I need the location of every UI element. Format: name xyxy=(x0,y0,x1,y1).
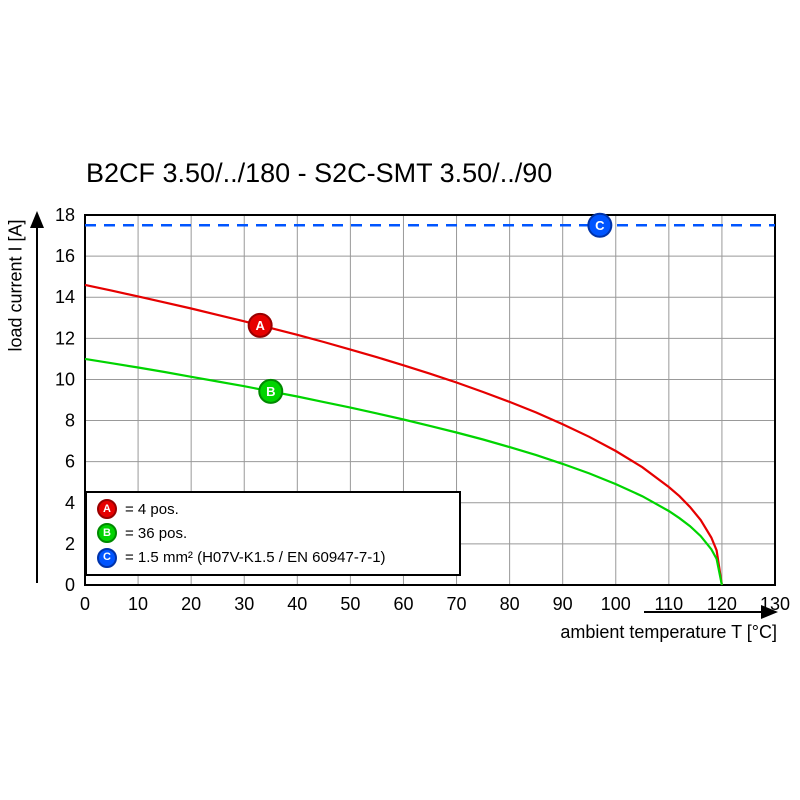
legend-marker-a-icon: A xyxy=(97,499,117,520)
svg-text:18: 18 xyxy=(55,205,75,225)
svg-text:110: 110 xyxy=(654,594,683,614)
legend-item-b: B = 36 pos. xyxy=(97,523,453,544)
x-axis-arrow xyxy=(644,605,778,619)
legend-marker-b-icon: B xyxy=(97,523,117,544)
svg-text:4: 4 xyxy=(65,493,75,513)
svg-text:14: 14 xyxy=(55,287,75,307)
plot-border xyxy=(84,214,776,586)
legend-marker-c-letter: C xyxy=(103,551,111,564)
series-A-marker: A xyxy=(247,312,273,338)
legend-item-a: A = 4 pos. xyxy=(97,499,453,520)
svg-text:0: 0 xyxy=(65,575,75,595)
series-B-curve xyxy=(84,357,723,586)
y-axis-arrow xyxy=(30,211,44,583)
svg-text:80: 80 xyxy=(500,594,520,614)
svg-text:30: 30 xyxy=(234,594,254,614)
legend-label-c: = 1.5 mm² (H07V-K1.5 / EN 60947-7-1) xyxy=(125,549,386,567)
legend-marker-a-letter: A xyxy=(103,502,111,515)
legend-label-a: = 4 pos. xyxy=(125,500,179,518)
svg-text:8: 8 xyxy=(65,411,75,431)
svg-text:10: 10 xyxy=(55,369,75,389)
svg-text:90: 90 xyxy=(553,594,573,614)
y-axis-label: load current I [A] xyxy=(5,219,26,352)
svg-text:120: 120 xyxy=(707,594,737,614)
svg-text:0: 0 xyxy=(80,594,90,614)
svg-text:6: 6 xyxy=(65,452,75,472)
y-tick-labels: 0 2 4 6 8 10 12 14 16 18 xyxy=(55,205,75,595)
svg-text:12: 12 xyxy=(55,328,75,348)
series-C-marker: C xyxy=(587,212,613,238)
svg-text:20: 20 xyxy=(181,594,201,614)
svg-text:2: 2 xyxy=(65,534,75,554)
chart-title: B2CF 3.50/../180 - S2C-SMT 3.50/../90 xyxy=(86,158,553,188)
svg-text:60: 60 xyxy=(393,594,413,614)
x-tick-labels: 0 10 20 30 40 50 60 70 80 90 100 110 120 130 xyxy=(80,594,790,614)
legend-item-c: C = 1.5 mm² (H07V-K1.5 / EN 60947-7-1) xyxy=(97,547,453,568)
svg-text:70: 70 xyxy=(447,594,467,614)
svg-text:16: 16 xyxy=(55,246,75,266)
svg-text:C: C xyxy=(595,218,605,233)
series-B-marker: B xyxy=(258,378,284,404)
svg-text:100: 100 xyxy=(601,594,631,614)
legend-label-b: = 36 pos. xyxy=(125,524,188,542)
legend: A = 4 pos. B = 36 pos. C = 1.5 mm² (H07V… xyxy=(85,491,461,576)
svg-text:B: B xyxy=(266,384,275,399)
svg-text:40: 40 xyxy=(287,594,307,614)
svg-text:A: A xyxy=(255,318,265,333)
svg-text:10: 10 xyxy=(128,594,148,614)
svg-text:50: 50 xyxy=(340,594,360,614)
legend-marker-c-icon: C xyxy=(97,547,117,568)
series-A-curve xyxy=(84,283,723,586)
x-axis-label: ambient temperature T [°C] xyxy=(560,622,777,642)
legend-marker-b-letter: B xyxy=(103,526,111,539)
